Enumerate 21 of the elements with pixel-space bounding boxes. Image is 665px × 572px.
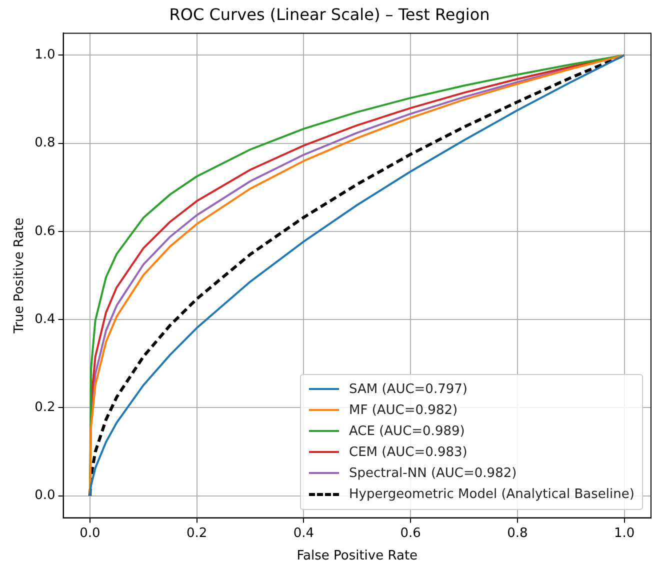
legend-label: MF (AUC=0.982) [349, 402, 458, 418]
legend-label: Spectral-NN (AUC=0.982) [349, 466, 517, 481]
x-axis-title: False Positive Rate [296, 548, 418, 564]
legend-label: CEM (AUC=0.983) [349, 444, 468, 460]
y-tick-label: 0.0 [34, 488, 56, 504]
y-axis-title: True Positive Rate [12, 218, 28, 334]
y-tick-label: 1.0 [34, 48, 56, 63]
y-tick-label: 0.4 [34, 312, 56, 327]
y-tick-label: 0.2 [34, 400, 56, 416]
y-tick-label: 0.8 [34, 136, 56, 151]
legend-label: SAM (AUC=0.797) [349, 382, 468, 397]
x-tick-label: 0.4 [293, 526, 314, 541]
x-tick-label: 0.8 [507, 526, 528, 541]
legend-label: Hypergeometric Model (Analytical Baseline) [349, 486, 634, 502]
x-tick-label: 0.6 [400, 526, 421, 541]
chart-title: ROC Curves (Linear Scale) – Test Region [169, 4, 490, 24]
y-tick-label: 0.6 [34, 224, 56, 239]
x-tick-label: 0.2 [186, 526, 208, 541]
x-tick-label: 1.0 [614, 526, 635, 541]
legend-label: ACE (AUC=0.989) [349, 424, 465, 439]
x-tick-label: 0.0 [80, 526, 100, 541]
